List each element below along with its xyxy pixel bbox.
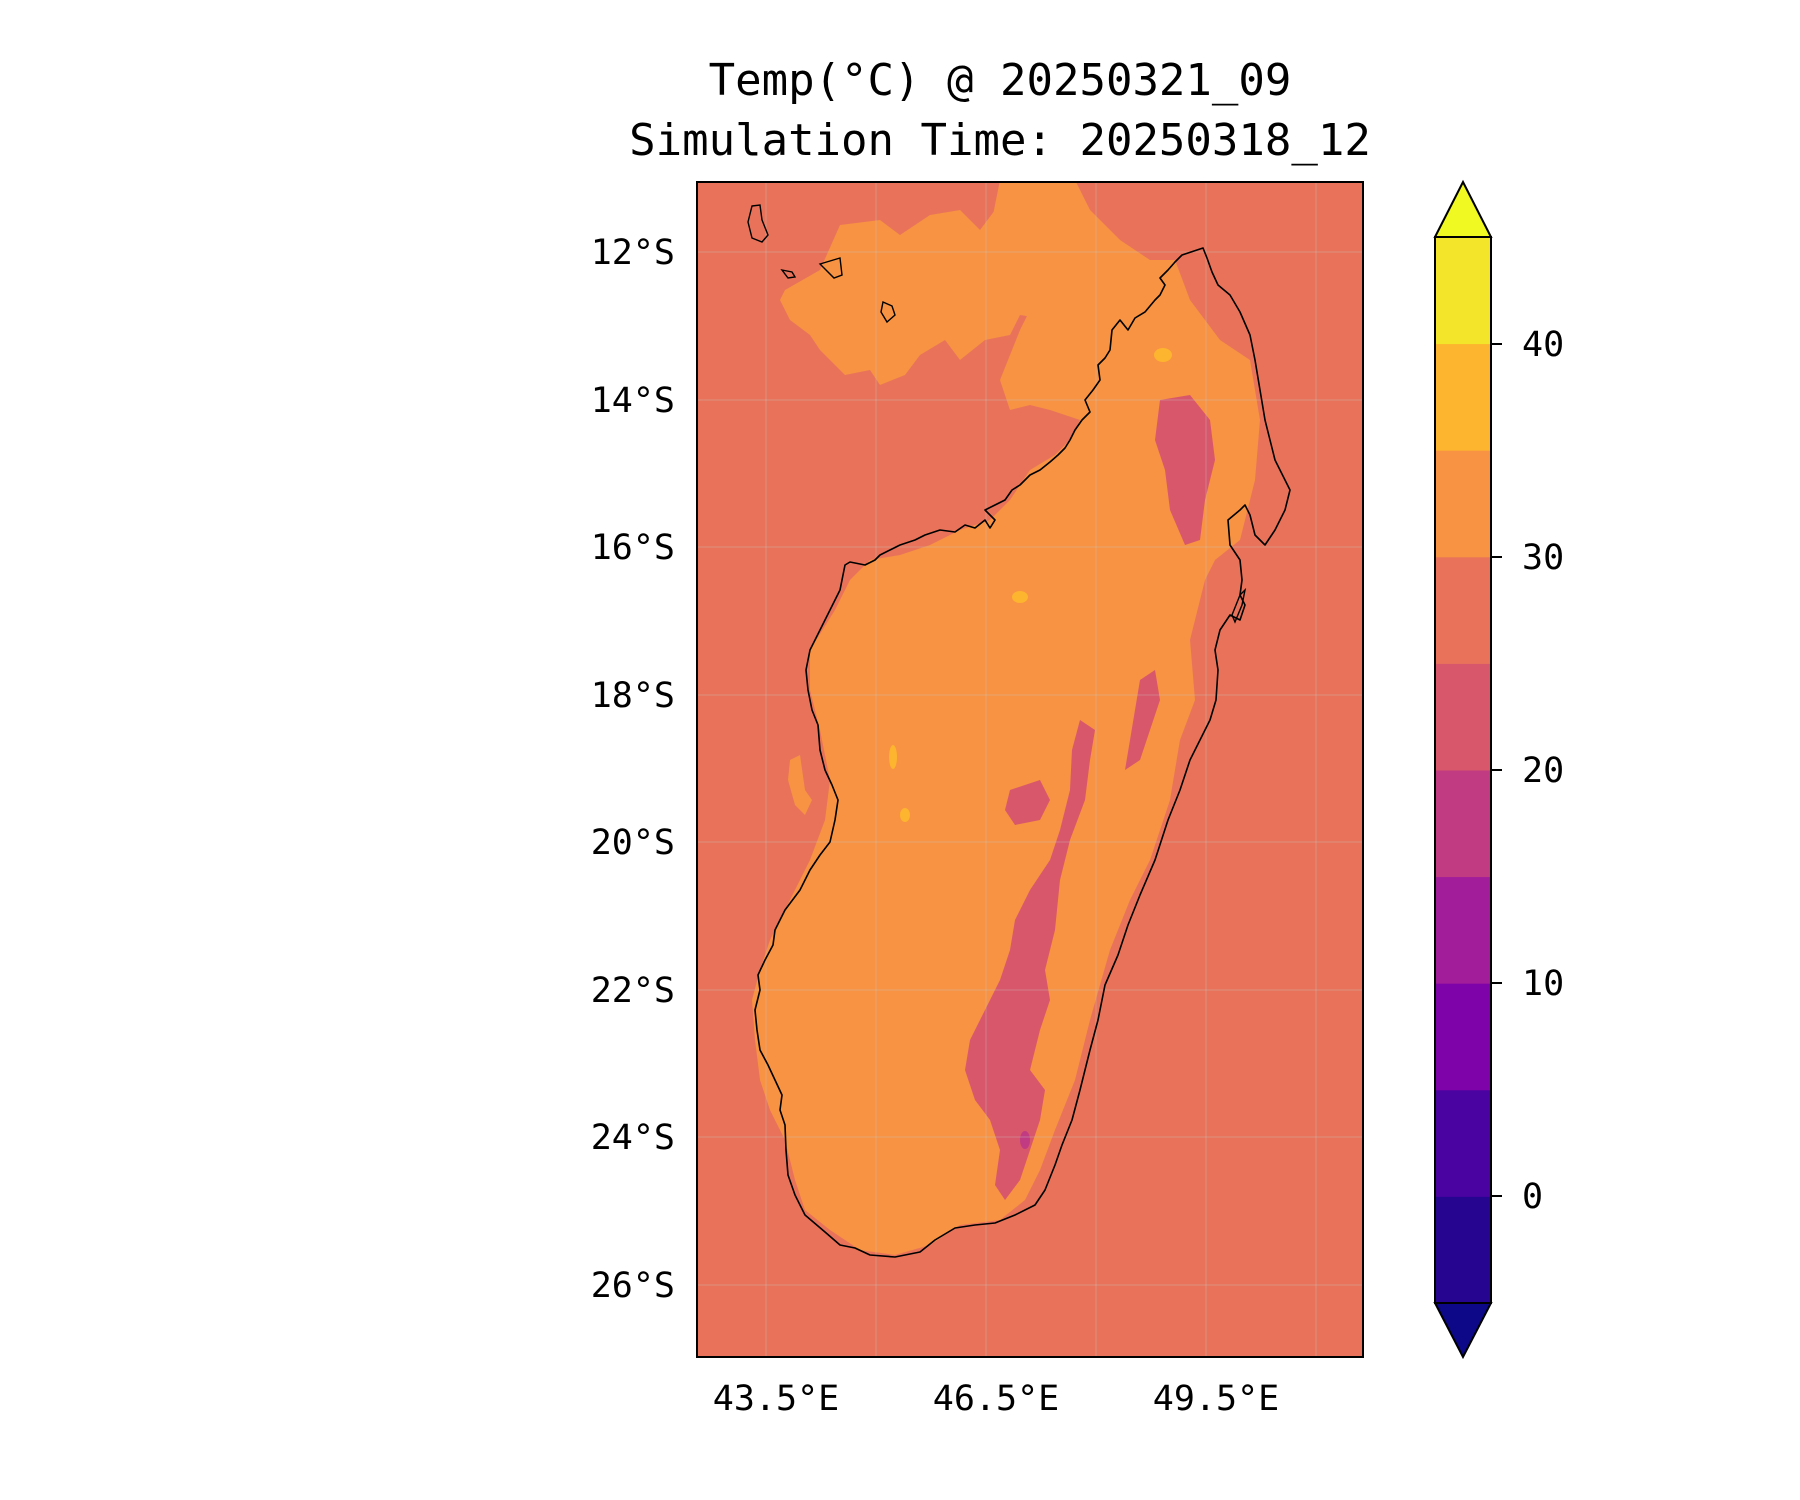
lon-tick-label: 49.5°E bbox=[1153, 1379, 1279, 1419]
hot-spot-2 bbox=[889, 745, 897, 769]
colorbar-tick-label: 30 bbox=[1522, 538, 1564, 578]
map-gridlines bbox=[697, 182, 1363, 1357]
lat-tick-label: 18°S bbox=[591, 676, 675, 716]
hot-spot-4 bbox=[1154, 348, 1172, 362]
islet-sainte-marie bbox=[1231, 587, 1247, 624]
hot-spot-3 bbox=[900, 808, 910, 822]
colorbar-band bbox=[1435, 876, 1491, 984]
colorbar-band bbox=[1435, 663, 1491, 771]
colorbar-band bbox=[1435, 343, 1491, 451]
islet-nosy-komba bbox=[818, 257, 843, 279]
lat-tick-label: 20°S bbox=[591, 823, 675, 863]
latitude-axis: 12°S 14°S 16°S 18°S 20°S 22°S 24°S 26°S bbox=[591, 233, 675, 1306]
colorbar-band bbox=[1435, 1089, 1491, 1197]
colorbar-bands bbox=[1435, 237, 1491, 1304]
cool-spot bbox=[1020, 1131, 1030, 1149]
islet-mitsio bbox=[780, 268, 797, 279]
highland-cool-east bbox=[1125, 670, 1160, 770]
lat-tick-label: 26°S bbox=[591, 1266, 675, 1306]
colorbar-tick-label: 40 bbox=[1522, 325, 1564, 365]
colorbar-band bbox=[1435, 450, 1491, 558]
map-frame bbox=[696, 181, 1364, 1358]
lat-tick-label: 14°S bbox=[591, 381, 675, 421]
colorbar-band bbox=[1435, 1196, 1491, 1304]
islet-nosy-be bbox=[747, 204, 769, 243]
colorbar-tick-labels: 0 10 20 30 40 bbox=[1522, 325, 1564, 1217]
title-line-1: Temp(°C) @ 20250321_09 bbox=[709, 55, 1292, 106]
lat-tick-label: 22°S bbox=[591, 971, 675, 1011]
lon-tick-label: 46.5°E bbox=[933, 1379, 1059, 1419]
colorbar-band bbox=[1435, 237, 1491, 345]
hot-spot-1 bbox=[1012, 591, 1028, 603]
colorbar-band bbox=[1435, 556, 1491, 664]
longitude-axis: 43.5°E 46.5°E 49.5°E bbox=[713, 1379, 1279, 1419]
colorbar: 0 10 20 30 40 bbox=[1433, 179, 1564, 1360]
colorbar-tick-label: 10 bbox=[1522, 964, 1564, 1004]
colorbar-band bbox=[1435, 983, 1491, 1091]
map-panel bbox=[696, 181, 1364, 1358]
title-line-2: Simulation Time: 20250318_12 bbox=[629, 115, 1371, 166]
highland-cool-region bbox=[965, 395, 1215, 1200]
lat-tick-label: 24°S bbox=[591, 1118, 675, 1158]
colorbar-over-triangle bbox=[1433, 179, 1493, 238]
lon-tick-label: 43.5°E bbox=[713, 1379, 839, 1419]
lat-tick-label: 12°S bbox=[591, 233, 675, 273]
lat-tick-label: 16°S bbox=[591, 528, 675, 568]
colorbar-tick-label: 0 bbox=[1522, 1177, 1543, 1217]
islet-small-north bbox=[880, 301, 896, 324]
colorbar-ticks bbox=[1491, 343, 1502, 1197]
warm-patch-west bbox=[788, 755, 812, 815]
warm-region-upper bbox=[752, 182, 1260, 1255]
colorbar-tick-label: 20 bbox=[1522, 751, 1564, 791]
colorbar-band bbox=[1435, 770, 1491, 878]
colorbar-under-triangle bbox=[1433, 1302, 1493, 1360]
